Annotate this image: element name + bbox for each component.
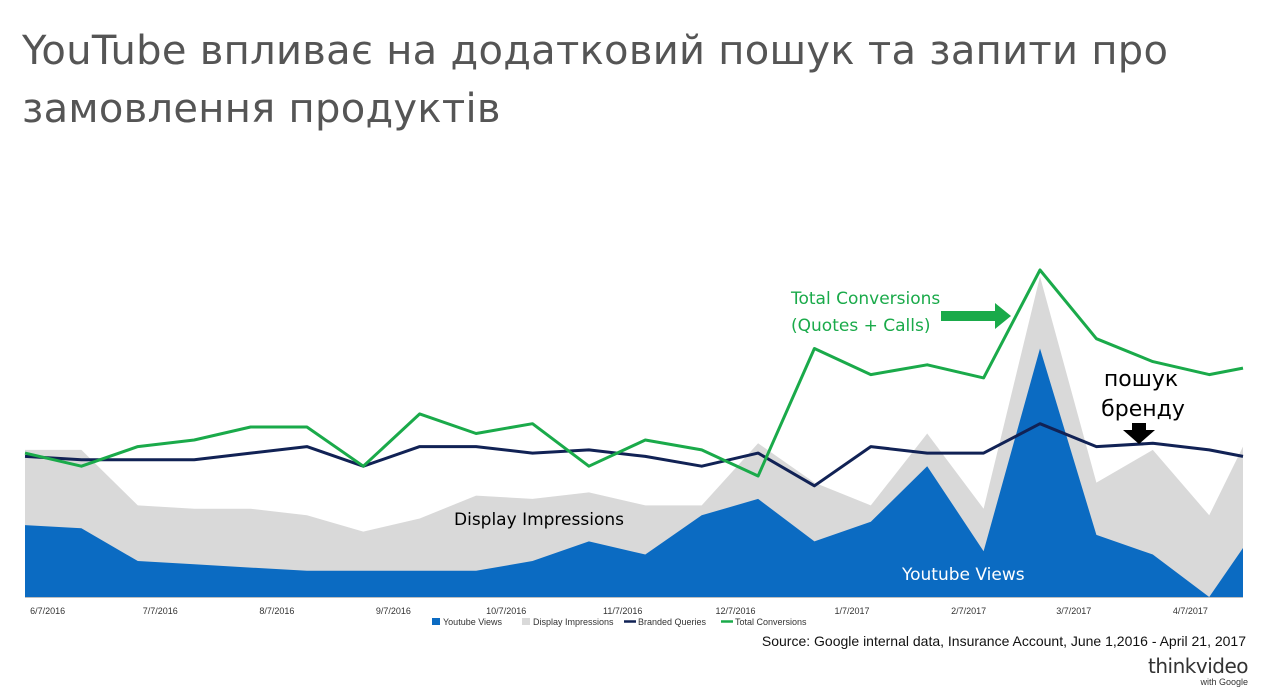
branded-queries-line xyxy=(24,422,1244,488)
x-tick-label-0: 6/7/2016 xyxy=(30,606,65,616)
annotation-total-conversions-line1: Total Conversions xyxy=(790,289,940,309)
annotation-total-conversions-line2: (Quotes + Calls) xyxy=(791,316,930,336)
x-tick-label-1: 7/7/2016 xyxy=(143,606,178,616)
annotations: Total Conversions (Quotes + Calls) Display… xyxy=(454,289,1185,585)
x-tick-label-9: 3/7/2017 xyxy=(1056,606,1091,616)
legend-label-0: Youtube Views xyxy=(443,617,503,627)
legend-swatch-1 xyxy=(522,618,530,625)
green-arrow-icon xyxy=(941,303,1011,329)
youtube-views-area-group xyxy=(25,348,1243,597)
x-tick-label-10: 4/7/2017 xyxy=(1173,606,1208,616)
annotation-youtube-views: Youtube Views xyxy=(901,565,1025,585)
legend-label-1: Display Impressions xyxy=(533,617,614,627)
x-tick-label-7: 1/7/2017 xyxy=(834,606,869,616)
x-axis: 6/7/2016 7/7/2016 8/7/2016 9/7/2016 10/7/201… xyxy=(25,597,1243,616)
total-conversions-line-group xyxy=(24,268,1244,478)
legend: Youtube Views Display Impressions Branded … xyxy=(432,617,807,627)
legend-label-2: Branded Queries xyxy=(638,617,707,627)
total-conversions-line xyxy=(24,268,1244,478)
logo-sub-text: with Google xyxy=(1200,677,1248,687)
legend-swatch-0 xyxy=(432,618,440,625)
annotation-brand-search-line2: бренду xyxy=(1101,397,1185,422)
legend-label-3: Total Conversions xyxy=(735,617,807,627)
source-note: Source: Google internal data, Insurance … xyxy=(761,633,1246,649)
x-tick-label-5: 11/7/2016 xyxy=(603,606,642,616)
thinkvideo-logo: thinkvideo with Google xyxy=(1148,654,1248,687)
youtube-views-area xyxy=(25,348,1243,597)
x-tick-label-6: 12/7/2016 xyxy=(715,606,755,616)
slide-title: YouTube впливає на додатковий пошук та з… xyxy=(22,28,1169,132)
x-tick-label-4: 10/7/2016 xyxy=(486,606,526,616)
black-down-arrow-icon xyxy=(1123,423,1155,444)
x-tick-label-2: 8/7/2016 xyxy=(259,606,294,616)
x-tick-label-8: 2/7/2017 xyxy=(951,606,986,616)
logo-main-text: thinkvideo xyxy=(1148,654,1248,678)
annotation-brand-search-line1: пошук xyxy=(1104,367,1178,392)
branded-queries-line-group xyxy=(24,422,1244,488)
annotation-display-impressions: Display Impressions xyxy=(454,510,624,530)
x-tick-label-3: 9/7/2016 xyxy=(376,606,411,616)
